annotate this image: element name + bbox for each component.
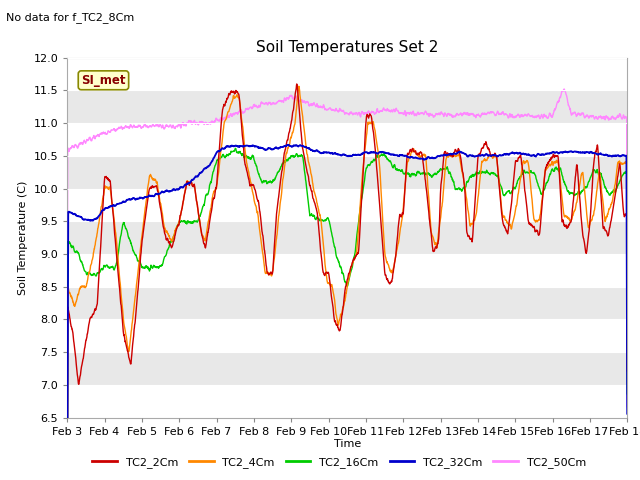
- Text: SI_met: SI_met: [81, 74, 125, 87]
- Bar: [67, 287, 627, 319]
- Text: No data for f_TC2_8Cm: No data for f_TC2_8Cm: [6, 12, 134, 23]
- Bar: [67, 221, 627, 254]
- X-axis label: Time: Time: [333, 439, 361, 449]
- Bar: [67, 123, 627, 156]
- Bar: [67, 189, 627, 221]
- Bar: [67, 58, 627, 90]
- Bar: [67, 254, 627, 287]
- Bar: [67, 385, 627, 418]
- Bar: [67, 352, 627, 385]
- Bar: [67, 90, 627, 123]
- Y-axis label: Soil Temperature (C): Soil Temperature (C): [18, 180, 28, 295]
- Bar: [67, 319, 627, 352]
- Legend: TC2_2Cm, TC2_4Cm, TC2_16Cm, TC2_32Cm, TC2_50Cm: TC2_2Cm, TC2_4Cm, TC2_16Cm, TC2_32Cm, TC…: [88, 452, 591, 472]
- Title: Soil Temperatures Set 2: Soil Temperatures Set 2: [256, 40, 438, 55]
- Bar: [67, 156, 627, 189]
